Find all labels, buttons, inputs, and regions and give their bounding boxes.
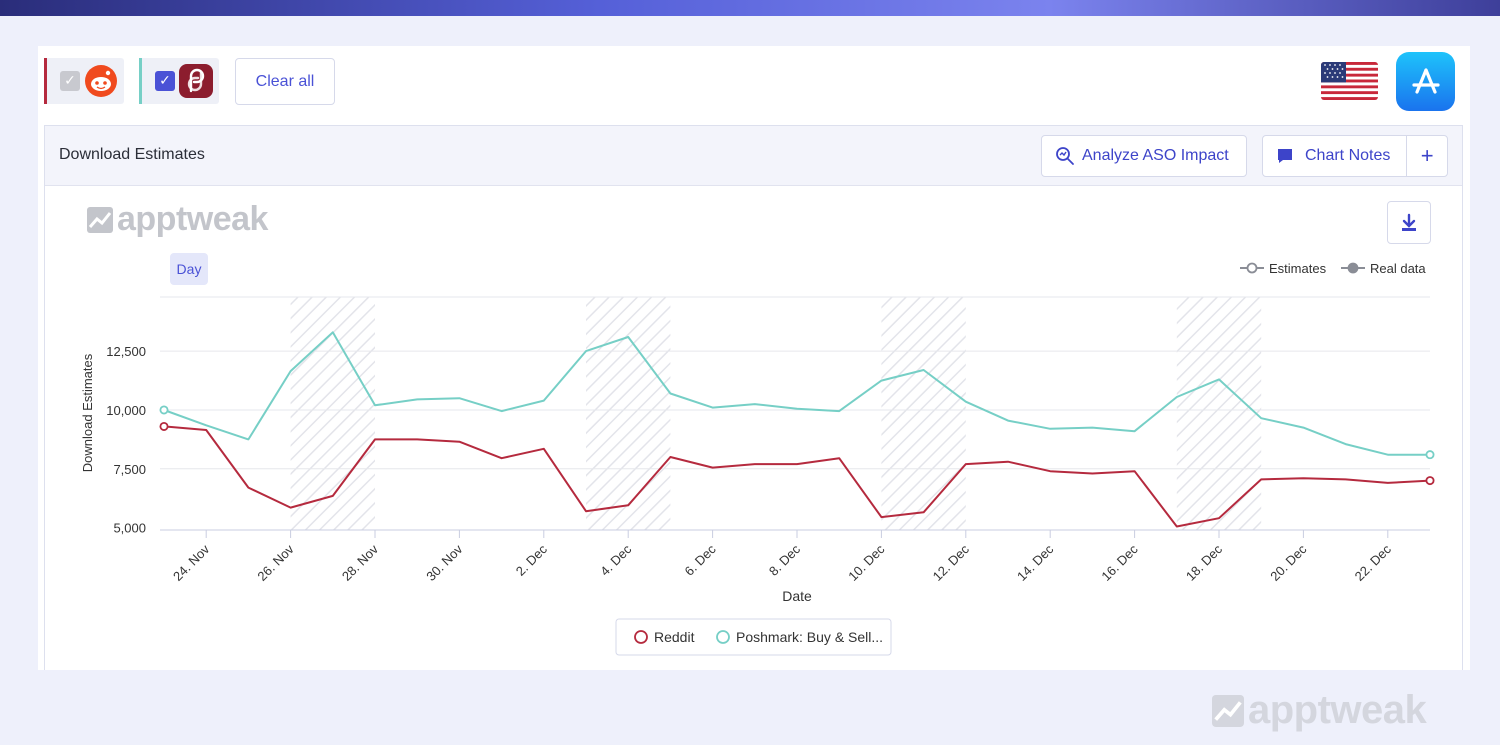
legend-item-hollow[interactable]: Estimates (1240, 261, 1327, 276)
reddit-checkbox[interactable]: ✓ (60, 71, 80, 91)
app-color-bar (139, 58, 142, 104)
card-header: Download Estimates Analyze ASO Impact Ch… (45, 126, 1462, 186)
y-tick-label: 5,000 (113, 521, 146, 536)
comment-icon (1278, 149, 1292, 163)
reddit-icon (84, 64, 118, 98)
analyze-aso-impact-button[interactable]: Analyze ASO Impact (1041, 135, 1247, 177)
apptweak-logo-icon (1212, 694, 1244, 727)
x-tick-label: 10. Dec (845, 541, 888, 584)
series-legend-box (615, 618, 892, 656)
legend-series-label: Reddit (654, 629, 695, 645)
clear-all-button[interactable]: Clear all (235, 58, 335, 105)
weekend-shade-0 (290, 297, 375, 530)
x-tick-label: 24. Nov (170, 541, 213, 584)
series-endpoint-marker (1425, 450, 1435, 460)
x-tick-label: 6. Dec (682, 541, 720, 579)
weekend-shade-1 (586, 297, 671, 530)
legend-type-label: Estimates (1269, 261, 1327, 276)
card-title: Download Estimates (59, 146, 205, 163)
app-store-icon[interactable] (1396, 52, 1455, 111)
y-tick-label: 12,500 (106, 344, 146, 359)
app-chip-poshmark[interactable]: ✓ (139, 58, 219, 104)
x-tick-label: 16. Dec (1098, 541, 1141, 584)
weekend-shade-2 (881, 297, 966, 530)
x-tick-label: 14. Dec (1014, 541, 1057, 584)
series-line-1 (163, 331, 1430, 456)
y-tick-label: 10,000 (106, 403, 146, 418)
series-endpoint-marker (1425, 476, 1435, 486)
series-line-0 (163, 425, 1431, 528)
legend-type-label: Real data (1370, 261, 1426, 276)
x-tick-label: 26. Nov (254, 541, 297, 584)
chart-notes-label: Chart Notes (1305, 147, 1391, 164)
x-tick-label: 20. Dec (1267, 541, 1310, 584)
x-tick-label: 12. Dec (930, 541, 973, 584)
chart-notes-button[interactable]: Chart Notes (1263, 136, 1408, 176)
download-icon (1402, 213, 1416, 231)
add-note-button[interactable]: + (1420, 143, 1434, 168)
y-axis-label: Download Estimates (80, 353, 95, 472)
app-color-bar (44, 58, 47, 104)
app-chip-reddit[interactable]: ✓ (44, 58, 124, 104)
apptweak-footer-watermark: apptweak (1212, 688, 1427, 733)
legend-item-series-1[interactable]: Poshmark: Buy & Sell... (716, 629, 883, 645)
apptweak-logo-icon (87, 206, 113, 233)
x-tick-label: 4. Dec (597, 541, 635, 579)
legend-item-series-0[interactable]: Reddit (634, 629, 695, 645)
x-tick-label: 28. Nov (339, 541, 382, 584)
apptweak-watermark: apptweak (87, 200, 268, 239)
chart-notes-group: Chart Notes + (1262, 135, 1448, 177)
poshmark-checkbox[interactable]: ✓ (155, 71, 175, 91)
y-tick-label: 7,500 (113, 462, 146, 477)
series-endpoint-marker (159, 421, 169, 431)
legend-item-filled[interactable]: Real data (1341, 261, 1426, 276)
analyze-label: Analyze ASO Impact (1082, 147, 1229, 164)
x-tick-label: 22. Dec (1352, 541, 1395, 584)
granularity-day-button[interactable]: Day (170, 253, 208, 285)
poshmark-icon (179, 64, 213, 98)
x-tick-label: 8. Dec (766, 541, 804, 579)
weekend-shade-3 (1176, 297, 1262, 530)
legend-series-label: Poshmark: Buy & Sell... (736, 629, 883, 645)
top-gradient-bar (0, 0, 1500, 16)
x-axis-label: Date (782, 588, 812, 604)
series-endpoint-marker (159, 405, 169, 415)
analyze-icon (1056, 147, 1074, 165)
x-tick-label: 2. Dec (513, 541, 551, 579)
x-tick-label: 30. Nov (423, 541, 466, 584)
us-flag-icon[interactable] (1321, 62, 1378, 100)
download-chart-button[interactable] (1387, 201, 1431, 244)
x-tick-label: 18. Dec (1183, 541, 1226, 584)
